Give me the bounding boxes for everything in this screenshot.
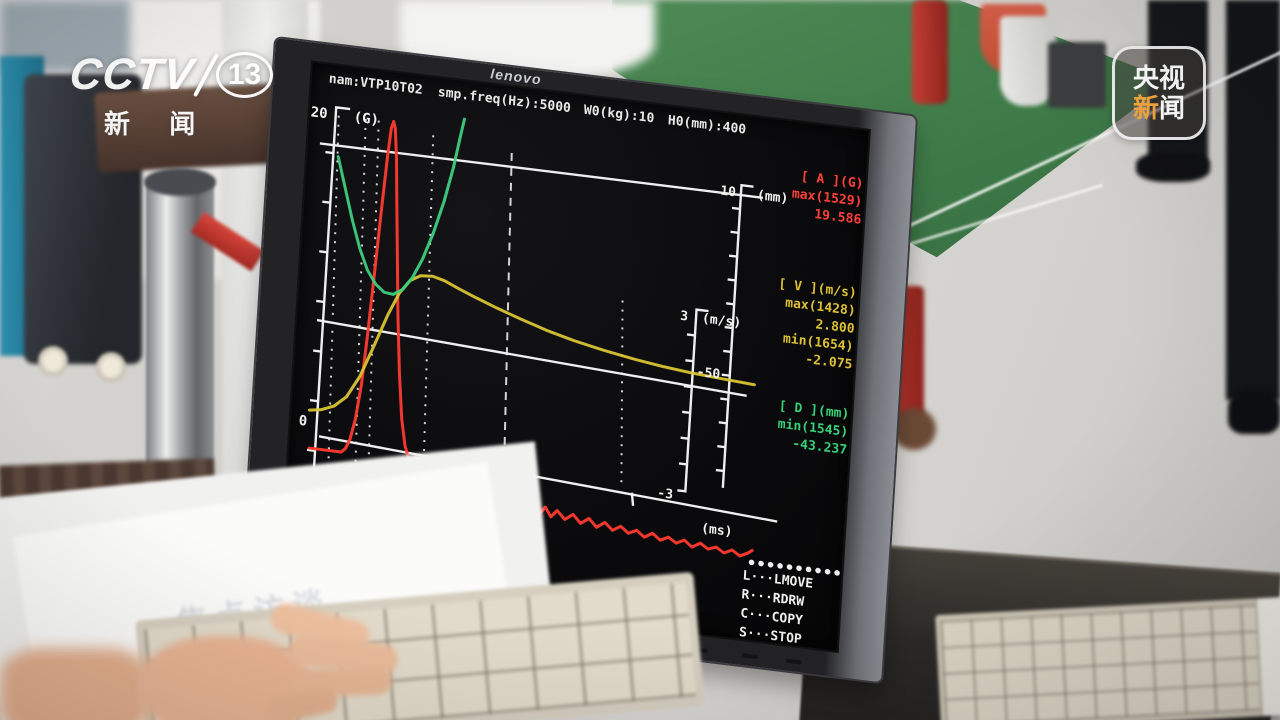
badge-line2: 新闻 bbox=[1133, 93, 1185, 123]
cursor-guide bbox=[364, 120, 380, 562]
curve-d bbox=[336, 117, 466, 296]
monitor-button bbox=[741, 653, 758, 660]
badge-char-orange: 新 bbox=[1132, 93, 1159, 123]
bystander-shoe bbox=[1136, 152, 1210, 182]
readout-a-title: [ A ](G) bbox=[800, 170, 863, 193]
param-height: H0(mm):400 bbox=[667, 113, 746, 137]
stanchion-cap bbox=[144, 168, 216, 196]
bystander-shoe bbox=[1228, 390, 1280, 434]
readout-a-value: 19.586 bbox=[814, 207, 862, 228]
waveform-display: nam:VTP10T02 smp.freq(Hz):5000 W0(kg):10… bbox=[298, 72, 864, 648]
suitcase-wheel bbox=[38, 346, 68, 376]
cursor-guide bbox=[324, 115, 340, 557]
cctv-brand-text: CCTV bbox=[67, 50, 197, 99]
keyboard bbox=[935, 596, 1280, 720]
keyboard-keys bbox=[940, 604, 1261, 720]
origin-label: 0 bbox=[298, 413, 307, 430]
a-unit-label: (G) bbox=[353, 110, 379, 129]
readout-d-value: -43.237 bbox=[792, 436, 848, 458]
axes bbox=[303, 106, 778, 525]
mid-tick-label: -50 bbox=[696, 365, 721, 383]
cctv-channel-number: 13 bbox=[215, 52, 274, 98]
v-scale-label: 3 bbox=[680, 309, 689, 325]
badge-line1: 央视 bbox=[1132, 63, 1185, 93]
power-button bbox=[785, 658, 802, 665]
d-scale-label: 10 bbox=[720, 184, 737, 201]
curve-v bbox=[307, 274, 756, 412]
cctv-news-badge: 央视 新闻 bbox=[1112, 46, 1206, 140]
time-unit-label: (ms) bbox=[701, 521, 733, 540]
command-rdrw: R···RDRW bbox=[741, 587, 805, 610]
readout-v-max-value: 2.800 bbox=[815, 317, 855, 337]
param-name: nam:VTP10T02 bbox=[328, 72, 423, 98]
operator-arm bbox=[0, 648, 150, 720]
monitor: lenovo nam:VTP bbox=[241, 38, 916, 683]
command-copy: C···COPY bbox=[740, 606, 804, 629]
fire-extinguisher bbox=[912, 0, 948, 104]
screen: nam:VTP10T02 smp.freq(Hz):5000 W0(kg):10… bbox=[280, 62, 869, 651]
cursor-guide bbox=[620, 300, 624, 483]
v-unit-label: (m/s) bbox=[702, 311, 742, 331]
param-weight: W0(kg):10 bbox=[583, 103, 654, 127]
cctv-slash bbox=[192, 52, 219, 98]
extinguisher-base bbox=[892, 408, 936, 450]
param-freq: smp.freq(Hz):5000 bbox=[437, 85, 571, 116]
cctv-subtitle: 新 闻 bbox=[104, 109, 212, 139]
readout-v-min-value: -2.075 bbox=[805, 352, 853, 373]
suitcase-wheel bbox=[96, 352, 126, 382]
dark-bin bbox=[1048, 42, 1106, 108]
a-scale-label: 20 bbox=[310, 104, 328, 122]
cursor-guide bbox=[351, 118, 367, 560]
v-neg-label: -3 bbox=[657, 486, 674, 503]
d-unit-label: (mm) bbox=[757, 188, 789, 207]
cctv-logo: CCTV 13 新 闻 bbox=[67, 50, 274, 141]
badge-char-white: 闻 bbox=[1159, 93, 1186, 123]
bystander-leg bbox=[1226, 0, 1280, 400]
white-bin bbox=[1000, 16, 1056, 106]
